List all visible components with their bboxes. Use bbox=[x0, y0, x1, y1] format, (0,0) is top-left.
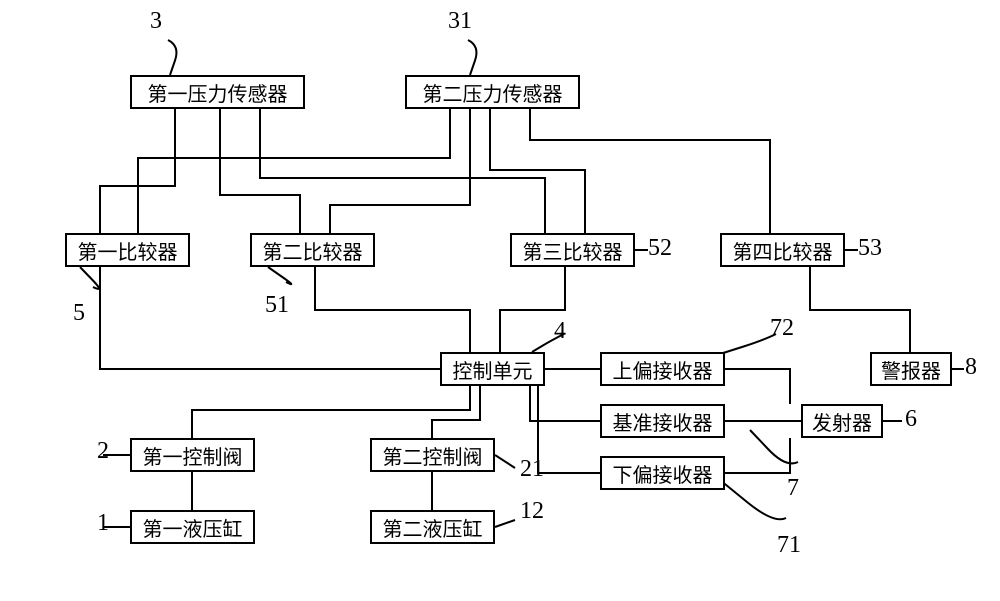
node-label: 第二控制阀 bbox=[383, 441, 483, 470]
ref-label-1: 1 bbox=[97, 510, 109, 537]
node-rxLower: 下偏接收器 bbox=[600, 456, 725, 490]
ref-label-71: 71 bbox=[777, 532, 801, 559]
node-alarm: 警报器 bbox=[870, 352, 952, 386]
node-rxRef: 基准接收器 bbox=[600, 404, 725, 438]
node-label: 第一比较器 bbox=[78, 236, 178, 265]
node-ctrl: 控制单元 bbox=[440, 352, 545, 386]
ref-label-72: 72 bbox=[770, 315, 794, 342]
ref-label-31: 31 bbox=[448, 8, 472, 35]
node-cmp2: 第二比较器 bbox=[250, 233, 375, 267]
ref-label-53: 53 bbox=[858, 235, 882, 262]
edge-ctrl-valve1 bbox=[192, 386, 470, 438]
edge-sensor2-cmp3 bbox=[490, 109, 585, 233]
node-tx: 发射器 bbox=[801, 404, 883, 438]
edge-ctrl-rxRef bbox=[530, 386, 600, 421]
node-cyl1: 第一液压缸 bbox=[130, 510, 255, 544]
callout-line-72 bbox=[720, 334, 776, 354]
ref-label-51: 51 bbox=[265, 292, 289, 319]
callout-line-3 bbox=[168, 40, 176, 75]
node-cyl2: 第二液压缸 bbox=[370, 510, 495, 544]
edge-cmp2-ctrl bbox=[315, 267, 470, 352]
ref-label-12: 12 bbox=[520, 498, 544, 525]
ref-label-8: 8 bbox=[965, 354, 977, 381]
node-label: 发射器 bbox=[812, 407, 872, 436]
edge-ctrl-rxLower bbox=[538, 386, 600, 473]
node-sensor2: 第二压力传感器 bbox=[405, 75, 580, 109]
ref-label-7: 7 bbox=[787, 475, 799, 502]
callout-line-5 bbox=[80, 267, 99, 289]
node-rxUpper: 上偏接收器 bbox=[600, 352, 725, 386]
node-valve1: 第一控制阀 bbox=[130, 438, 255, 472]
node-label: 第四比较器 bbox=[733, 236, 833, 265]
node-sensor1: 第一压力传感器 bbox=[130, 75, 305, 109]
node-cmp4: 第四比较器 bbox=[720, 233, 845, 267]
node-label: 下偏接收器 bbox=[613, 459, 713, 488]
node-label: 第二液压缸 bbox=[383, 513, 483, 542]
edge-tx-rxUpper bbox=[725, 369, 790, 404]
node-valve2: 第二控制阀 bbox=[370, 438, 495, 472]
node-label: 第三比较器 bbox=[523, 236, 623, 265]
node-label: 控制单元 bbox=[453, 355, 533, 384]
edge-sensor1-cmp1 bbox=[100, 109, 175, 233]
ref-label-4: 4 bbox=[554, 318, 566, 345]
node-label: 上偏接收器 bbox=[613, 355, 713, 384]
ref-label-52: 52 bbox=[648, 235, 672, 262]
callout-line-31 bbox=[468, 40, 476, 75]
edge-ctrl-valve2 bbox=[432, 386, 480, 438]
edge-tx-rxLower bbox=[725, 438, 790, 473]
ref-label-2: 2 bbox=[97, 438, 109, 465]
diagram-canvas: 第一压力传感器 第二压力传感器第一比较器 第二比较器 第三比较器 第四比较器控制单元第一… bbox=[0, 0, 1000, 601]
node-label: 第二比较器 bbox=[263, 236, 363, 265]
ref-label-3: 3 bbox=[150, 8, 162, 35]
callout-line-21 bbox=[495, 455, 515, 468]
ref-label-21: 21 bbox=[520, 456, 544, 483]
callout-line-51 bbox=[268, 267, 291, 284]
node-label: 第一液压缸 bbox=[143, 513, 243, 542]
ref-label-6: 6 bbox=[905, 406, 917, 433]
edge-sensor1-cmp3 bbox=[260, 109, 545, 233]
node-label: 第一控制阀 bbox=[143, 441, 243, 470]
edge-sensor1-cmp2 bbox=[220, 109, 300, 233]
edge-sensor2-cmp1 bbox=[138, 109, 450, 233]
node-label: 第二压力传感器 bbox=[423, 78, 563, 107]
node-label: 第一压力传感器 bbox=[148, 78, 288, 107]
ref-label-5: 5 bbox=[73, 300, 85, 327]
node-label: 基准接收器 bbox=[613, 407, 713, 436]
node-label: 警报器 bbox=[881, 355, 941, 384]
callout-line-7 bbox=[750, 430, 798, 463]
callout-line-12 bbox=[495, 520, 515, 527]
node-cmp1: 第一比较器 bbox=[65, 233, 190, 267]
edge-sensor2-cmp4 bbox=[530, 109, 770, 233]
node-cmp3: 第三比较器 bbox=[510, 233, 635, 267]
edge-sensor2-cmp2 bbox=[330, 109, 470, 233]
edge-cmp4-alarm bbox=[810, 267, 910, 352]
callout-line-71 bbox=[720, 480, 786, 519]
